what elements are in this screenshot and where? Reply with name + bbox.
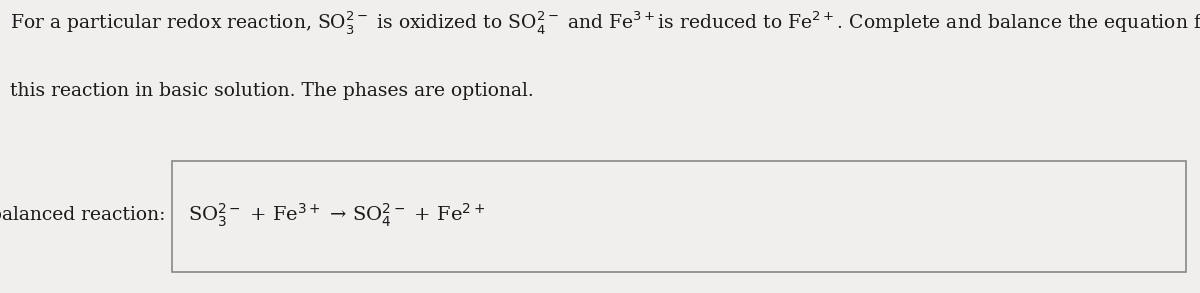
Text: SO$_3^{2-}$ + Fe$^{3+}$ → SO$_4^{2-}$ + Fe$^{2+}$: SO$_3^{2-}$ + Fe$^{3+}$ → SO$_4^{2-}$ + … — [188, 202, 486, 229]
FancyBboxPatch shape — [172, 161, 1186, 272]
Text: balanced reaction:: balanced reaction: — [0, 206, 166, 224]
Text: For a particular redox reaction, SO$_3^{2-}$ is oxidized to SO$_4^{2-}$ and Fe$^: For a particular redox reaction, SO$_3^{… — [10, 9, 1200, 36]
Text: this reaction in basic solution. The phases are optional.: this reaction in basic solution. The pha… — [10, 82, 533, 100]
